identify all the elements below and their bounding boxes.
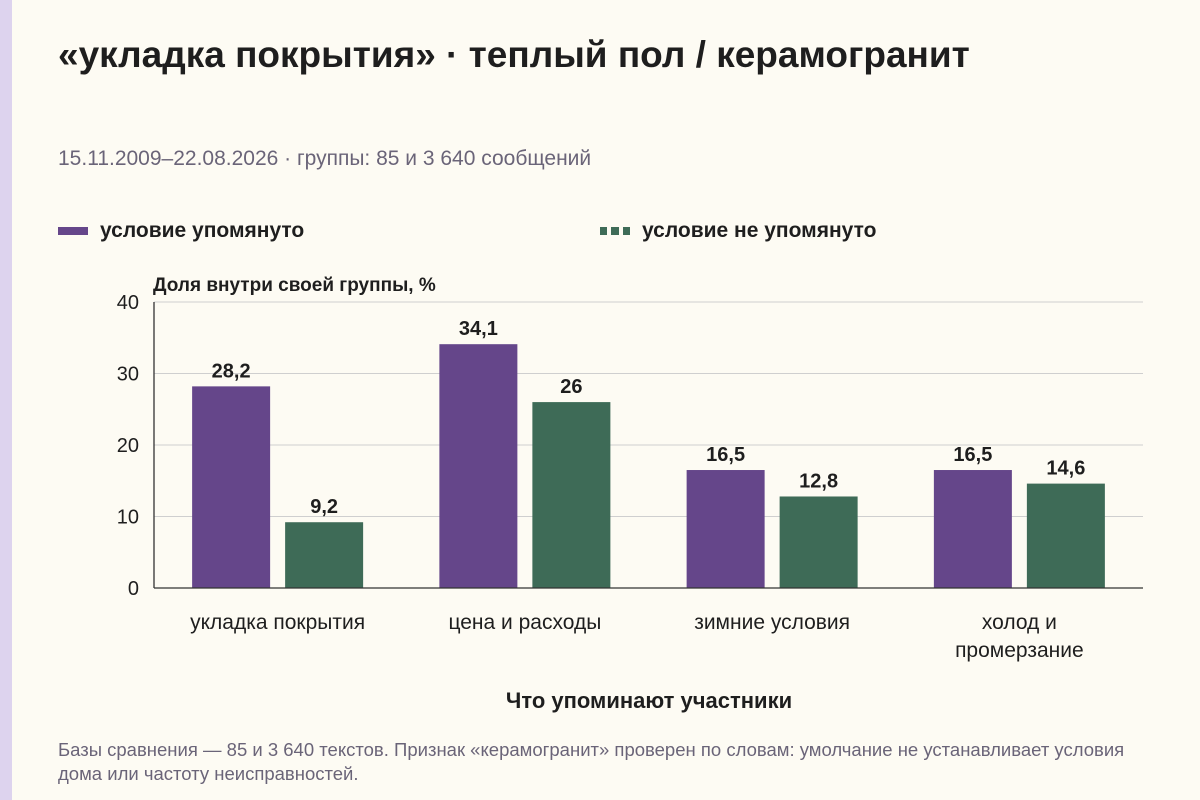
bar-value-label: 9,2 <box>310 496 338 518</box>
y-tick-label: 10 <box>117 507 139 529</box>
data-labels: 28,2 9,2 34,1 26 16,5 12,8 16,5 14,6 <box>212 318 1086 518</box>
x-tick-label: промерзание <box>955 639 1084 662</box>
bar <box>779 496 858 588</box>
y-tick-label: 30 <box>117 364 139 386</box>
legend-swatch-dashed <box>600 227 630 235</box>
y-tick-label: 40 <box>117 292 139 314</box>
bar <box>439 344 518 588</box>
legend-item-mentioned: условие упомянуто <box>58 219 304 243</box>
bar-value-label: 26 <box>560 376 582 398</box>
bar-value-label: 16,5 <box>953 444 992 466</box>
footnote: Базы сравнения — 85 и 3 640 текстов. При… <box>58 739 1125 784</box>
y-axis-label: Доля внутри своей группы, % <box>153 275 436 296</box>
x-axis-label: Что упоминают участники <box>506 688 792 713</box>
bar-value-label: 28,2 <box>212 360 251 382</box>
axes: 0 10 20 30 40 укладка покрытия цена и расходы з… <box>117 292 1143 662</box>
accent-strip <box>0 0 12 800</box>
chart-subtitle: 15.11.2009–22.08.2026 · группы: 85 и 3 6… <box>58 147 592 170</box>
bar-value-label: 16,5 <box>706 444 745 466</box>
bar-value-label: 12,8 <box>799 470 838 492</box>
chart-title: «укладка покрытия» · теплый пол / керамо… <box>58 34 970 75</box>
legend-label-mentioned: условие упомянуто <box>100 219 305 242</box>
x-tick-label: зимние условия <box>694 611 850 634</box>
bar <box>532 402 611 588</box>
y-tick-label: 0 <box>128 578 139 600</box>
x-tick-label: укладка покрытия <box>190 611 365 634</box>
bar-value-label: 34,1 <box>459 318 498 340</box>
x-tick-label: цена и расходы <box>448 611 601 634</box>
bar <box>686 470 765 588</box>
bar <box>285 522 364 588</box>
bar <box>192 386 271 588</box>
legend-item-not-mentioned: условие не упомянуто <box>600 219 876 243</box>
bar <box>933 470 1012 588</box>
bar-value-label: 14,6 <box>1046 458 1085 480</box>
y-tick-label: 20 <box>117 435 139 457</box>
bar <box>1026 483 1105 588</box>
bars <box>192 344 1105 588</box>
legend-label-not-mentioned: условие не упомянуто <box>642 219 877 242</box>
legend-swatch-solid <box>58 227 88 235</box>
x-tick-label: холод и <box>982 611 1057 634</box>
